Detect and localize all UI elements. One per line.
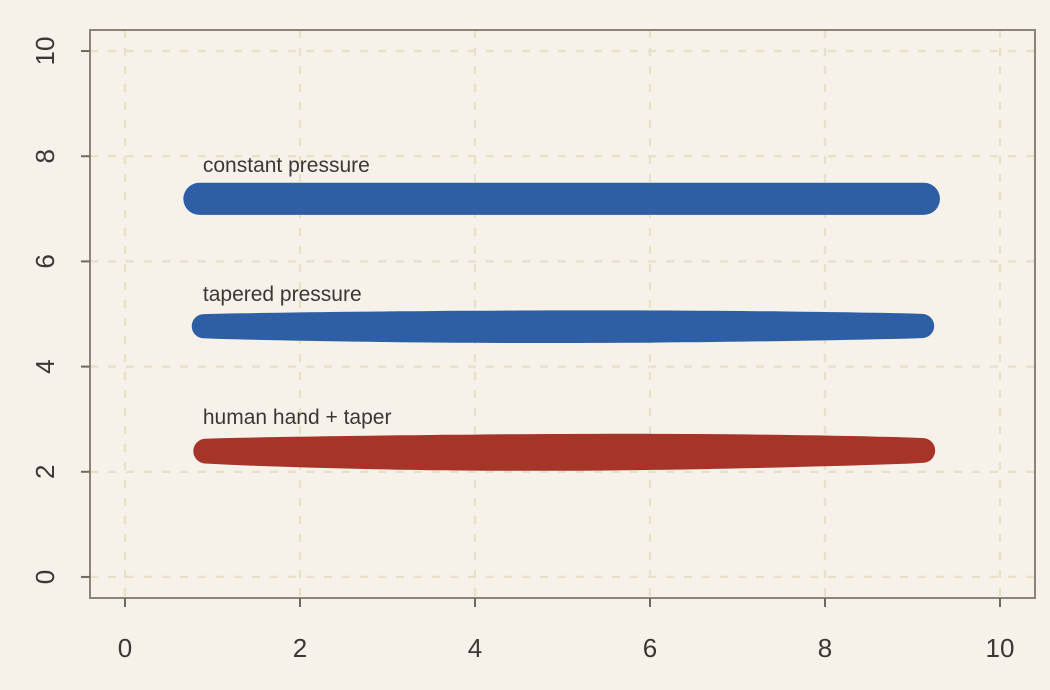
y-axis-tick-label-0: 0 (30, 570, 60, 584)
grid-layer (90, 30, 1035, 598)
stroke-tapered-pressure (191, 310, 935, 343)
plot-border (89, 29, 1036, 599)
x-axis-tick-label-10: 10 (986, 633, 1015, 663)
y-axis-tick-label-8: 8 (30, 149, 60, 163)
y-axis-tick-label-2: 2 (30, 465, 60, 479)
labels-layer: constant pressure tapered pressure human h… (203, 154, 392, 429)
x-axis-tick-label-0: 0 (118, 633, 132, 663)
axes-layer: 0 2 4 6 8 10 0 2 4 6 8 10 (30, 29, 1036, 663)
x-axis-tick-label-2: 2 (293, 633, 307, 663)
stroke-label-0: constant pressure (203, 154, 370, 177)
stroke-constant-pressure (183, 182, 940, 215)
y-axis-tick-label-10: 10 (30, 37, 60, 66)
stroke-label-2: human hand + taper (203, 406, 392, 429)
strokes-layer (183, 182, 940, 471)
stroke-label-1: tapered pressure (203, 283, 362, 306)
y-axis-tick-label-4: 4 (30, 359, 60, 373)
x-axis-tick-label-8: 8 (818, 633, 832, 663)
stroke-human-hand-taper (193, 433, 936, 471)
x-axis-tick-label-4: 4 (468, 633, 482, 663)
x-axis-tick-label-6: 6 (643, 633, 657, 663)
y-axis-tick-label-6: 6 (30, 254, 60, 268)
